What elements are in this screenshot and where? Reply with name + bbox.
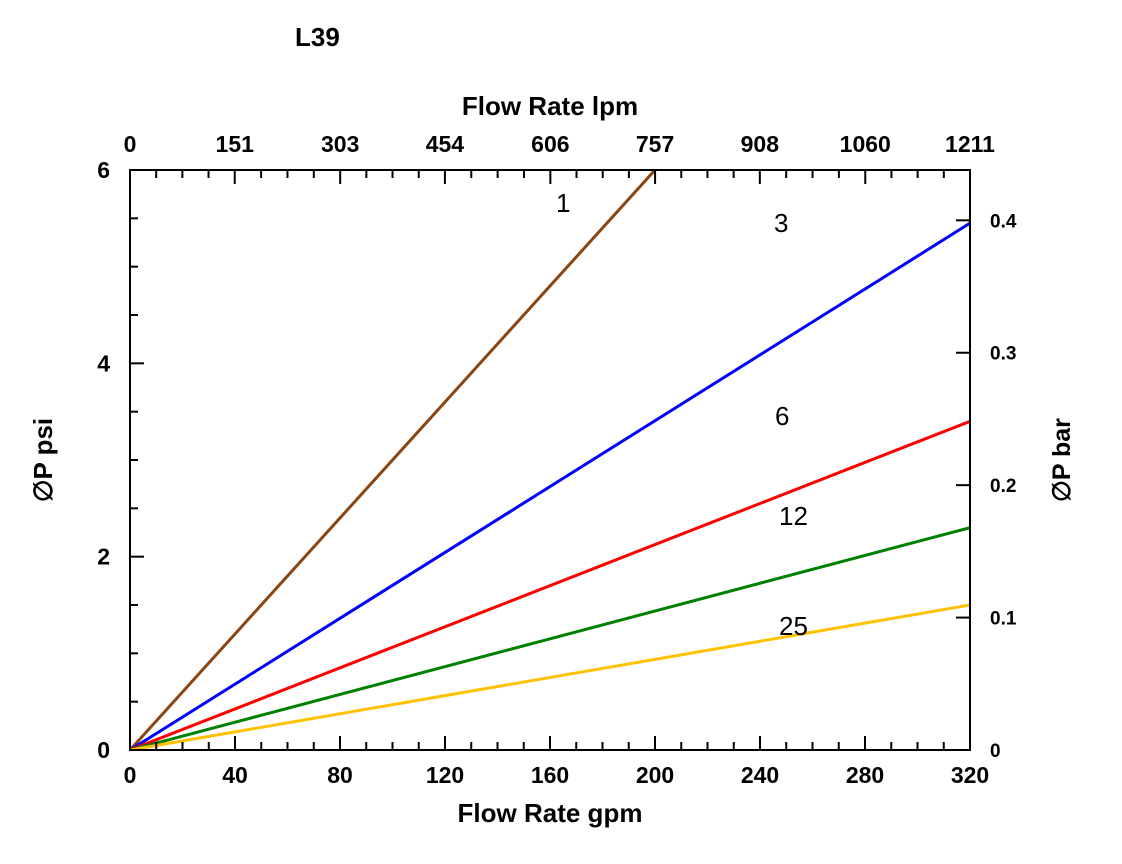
y-left-tick-label: 0 xyxy=(97,737,110,763)
series-label-6: 6 xyxy=(775,401,789,431)
x-bottom-tick-label: 80 xyxy=(327,762,353,788)
x-top-tick-label: 0 xyxy=(124,131,137,157)
y-right-tick-label: 0.3 xyxy=(990,344,1016,365)
chart-title: L39 xyxy=(295,22,340,52)
y-right-tick-label: 0.2 xyxy=(990,476,1016,497)
y-right-tick-label: 0 xyxy=(990,741,1001,762)
y-right-axis-label: ∅P bar xyxy=(1048,418,1076,502)
y-left-axis-label: ∅P psi xyxy=(28,418,58,502)
x-top-tick-label: 757 xyxy=(636,131,674,157)
x-top-tick-label: 1211 xyxy=(945,131,995,157)
series-label-12: 12 xyxy=(779,501,808,531)
x-top-tick-label: 908 xyxy=(741,131,780,157)
x-bottom-tick-label: 200 xyxy=(636,762,674,788)
x-top-tick-label: 151 xyxy=(216,131,255,157)
x-top-tick-label: 454 xyxy=(426,131,465,157)
x-top-tick-label: 606 xyxy=(531,131,569,157)
x-bottom-tick-label: 160 xyxy=(531,762,569,788)
chart-container: { "chart": { "type": "line", "title": "L… xyxy=(0,0,1122,864)
x-top-tick-label: 1060 xyxy=(840,131,891,157)
x-bottom-axis-label: Flow Rate gpm xyxy=(458,798,643,828)
x-bottom-tick-label: 240 xyxy=(741,762,779,788)
y-left-tick-label: 6 xyxy=(97,157,110,183)
x-bottom-tick-label: 280 xyxy=(846,762,884,788)
x-bottom-tick-label: 40 xyxy=(222,762,248,788)
x-bottom-tick-label: 120 xyxy=(426,762,464,788)
y-right-tick-label: 0.1 xyxy=(990,609,1017,630)
y-left-tick-label: 2 xyxy=(97,544,110,570)
x-top-tick-label: 303 xyxy=(321,131,359,157)
x-bottom-tick-label: 0 xyxy=(124,762,137,788)
series-label-3: 3 xyxy=(774,208,788,238)
series-label-25: 25 xyxy=(779,611,808,641)
pressure-drop-chart: 0408012016020024028032001513034546067579… xyxy=(0,0,1122,864)
series-label-1: 1 xyxy=(556,188,570,218)
y-right-tick-label: 0.4 xyxy=(990,211,1017,232)
y-left-tick-label: 4 xyxy=(97,350,110,376)
x-bottom-tick-label: 320 xyxy=(951,762,989,788)
x-top-axis-label: Flow Rate lpm xyxy=(462,91,638,121)
